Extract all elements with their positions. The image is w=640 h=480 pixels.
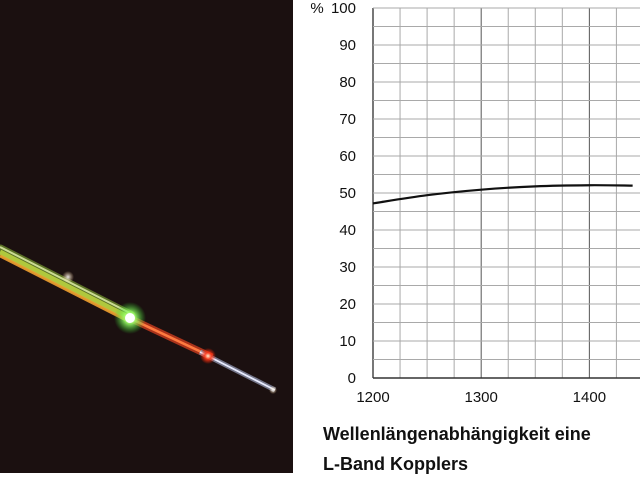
chart-caption-line-2: L-Band Kopplers	[323, 454, 469, 474]
x-tick-label: 1300	[464, 389, 497, 406]
y-tick-label: 30	[339, 259, 356, 276]
x-tick-label: 1400	[573, 389, 606, 406]
y-tick-label: 100	[331, 0, 356, 17]
y-tick-label: 10	[339, 333, 356, 350]
y-tick-label: 90	[339, 37, 356, 54]
series-line	[372, 184, 633, 205]
y-tick-label: 50	[339, 185, 356, 202]
chart: 0 10 20 30 40 50 60 70 80 90 100% 1200 1300 1400	[310, 0, 640, 406]
chart-caption-line-1: Wellenlängenabhängigkeit eine	[323, 424, 591, 444]
chart-ticks: 0 10 20 30 40 50 60 70 80 90 100% 1200 1300 1400	[310, 0, 606, 406]
y-axis-label: %	[310, 0, 323, 17]
y-tick-label: 0	[348, 370, 356, 387]
chart-series	[372, 184, 633, 205]
y-tick-label: 20	[339, 296, 356, 313]
fiber-photo	[0, 0, 293, 473]
y-tick-label: 80	[339, 74, 356, 91]
x-tick-label: 1200	[356, 389, 389, 406]
y-tick-label: 70	[339, 111, 356, 128]
y-tick-label: 60	[339, 148, 356, 165]
chart-grid	[372, 7, 640, 379]
y-tick-label: 40	[339, 222, 356, 239]
